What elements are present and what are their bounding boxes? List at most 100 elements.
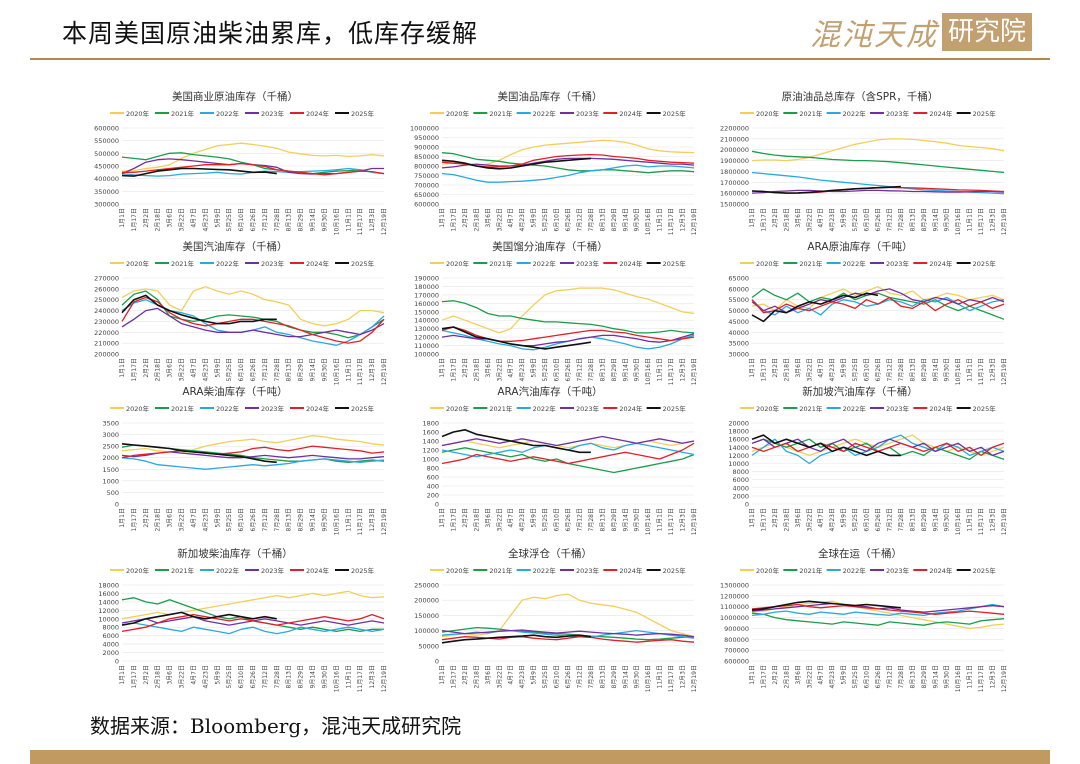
header-divider bbox=[30, 58, 1050, 60]
x-tick-label: 5月9日 bbox=[531, 358, 538, 378]
legend-label: 2020年 bbox=[756, 404, 780, 413]
x-tick-label: 2月2日 bbox=[143, 358, 150, 378]
x-tick-label: 5月9日 bbox=[531, 208, 538, 228]
x-tick-label: 2月2日 bbox=[772, 358, 779, 378]
x-tick-label: 11月1日 bbox=[657, 665, 664, 688]
y-tick-label: 16000 bbox=[98, 590, 119, 598]
y-tick-label: 1300000 bbox=[720, 582, 749, 590]
legend-label: 2020年 bbox=[446, 109, 470, 118]
x-tick-label: 4月23日 bbox=[519, 358, 526, 381]
x-tick-label: 11月1日 bbox=[967, 665, 974, 688]
x-tick-label: 6月26日 bbox=[565, 665, 572, 688]
y-tick-label: 600000 bbox=[724, 658, 749, 666]
y-tick-label: 200000 bbox=[94, 351, 119, 359]
series-line bbox=[441, 287, 695, 334]
x-tick-label: 9月30日 bbox=[634, 508, 641, 531]
x-tick-label: 4月7日 bbox=[508, 358, 515, 378]
x-tick-label: 9月14日 bbox=[310, 508, 317, 531]
y-tick-label: 2000 bbox=[102, 649, 119, 657]
y-tick-label: 35000 bbox=[728, 340, 749, 348]
legend-label: 2022年 bbox=[843, 259, 867, 268]
series-line bbox=[751, 150, 1005, 174]
x-tick-label: 10月16日 bbox=[645, 508, 652, 535]
y-tick-label: 12000 bbox=[728, 452, 749, 460]
series-line bbox=[121, 622, 385, 635]
x-tick-label: 2月2日 bbox=[143, 508, 150, 528]
x-tick-label: 1月1日 bbox=[749, 665, 756, 685]
x-tick-label: 2月18日 bbox=[783, 508, 790, 531]
x-tick-label: 3月6日 bbox=[485, 208, 492, 228]
legend-label: 2021年 bbox=[489, 566, 513, 575]
x-tick-label: 3月22日 bbox=[806, 358, 813, 381]
legend-label: 2022年 bbox=[533, 109, 557, 118]
x-tick-label: 6月10日 bbox=[864, 508, 871, 531]
y-tick-label: 850000 bbox=[414, 153, 439, 161]
x-tick-label: 11月17日 bbox=[668, 358, 675, 385]
legend-label: 2023年 bbox=[886, 404, 910, 413]
legend-label: 2020年 bbox=[126, 566, 150, 575]
legend-label: 2022年 bbox=[216, 109, 240, 118]
y-tick-label: 0 bbox=[435, 658, 439, 666]
x-tick-label: 1月1日 bbox=[119, 208, 126, 228]
x-tick-label: 2月18日 bbox=[473, 508, 480, 531]
x-tick-label: 11月17日 bbox=[668, 208, 675, 235]
y-tick-label: 210000 bbox=[94, 340, 119, 348]
y-tick-label: 2200000 bbox=[720, 125, 749, 133]
y-tick-label: 800000 bbox=[724, 636, 749, 644]
legend-label: 2025年 bbox=[663, 109, 687, 118]
chart-title: ARA汽油库存（千吨） bbox=[497, 385, 602, 398]
y-tick-label: 1000000 bbox=[720, 614, 749, 622]
x-tick-label: 3月6日 bbox=[167, 208, 174, 228]
x-tick-label: 3月22日 bbox=[496, 665, 503, 688]
x-tick-label: 6月10日 bbox=[238, 208, 245, 231]
x-tick-label: 10月16日 bbox=[333, 665, 340, 692]
x-tick-label: 6月10日 bbox=[864, 208, 871, 231]
series-line bbox=[121, 307, 385, 338]
page-title: 本周美国原油柴油累库，低库存缓解 bbox=[62, 19, 479, 48]
x-tick-label: 11月17日 bbox=[978, 665, 985, 692]
chart-title: 全球在运（千桶） bbox=[818, 547, 902, 560]
chart-panel: ARA原油库存（千吨） 2020年 2021年 2022年 2023年 2024年 2025… bbox=[728, 240, 1008, 385]
y-tick-label: 1000 bbox=[422, 456, 439, 464]
x-tick-label: 7月28日 bbox=[898, 508, 905, 531]
series-line bbox=[441, 593, 695, 638]
x-tick-label: 12月19日 bbox=[1001, 665, 1008, 692]
series-line bbox=[121, 167, 277, 177]
x-tick-label: 3月22日 bbox=[179, 208, 186, 231]
x-tick-label: 3月22日 bbox=[496, 508, 503, 531]
x-tick-label: 2月18日 bbox=[155, 665, 162, 688]
chart-title: 新加坡柴油库存（千桶） bbox=[177, 547, 293, 560]
x-tick-label: 5月25日 bbox=[226, 665, 233, 688]
x-tick-label: 4月23日 bbox=[202, 665, 209, 688]
legend-label: 2020年 bbox=[756, 566, 780, 575]
x-tick-label: 4月23日 bbox=[202, 208, 209, 231]
x-tick-label: 6月26日 bbox=[565, 358, 572, 381]
x-tick-label: 3月6日 bbox=[167, 358, 174, 378]
series-line bbox=[751, 603, 1005, 617]
y-tick-label: 3000 bbox=[102, 431, 119, 439]
legend-label: 2021年 bbox=[489, 404, 513, 413]
x-tick-label: 6月26日 bbox=[250, 508, 257, 531]
series-line bbox=[122, 162, 385, 176]
series-line bbox=[441, 634, 592, 644]
legend-label: 2025年 bbox=[973, 109, 997, 118]
y-tick-label: 120000 bbox=[414, 334, 439, 342]
y-tick-label: 200000 bbox=[414, 597, 439, 605]
legend-label: 2023年 bbox=[576, 109, 600, 118]
chart-title: ARA原油库存（千吨） bbox=[807, 240, 912, 253]
series-line bbox=[441, 435, 695, 447]
y-tick-label: 950000 bbox=[414, 134, 439, 142]
series-line bbox=[121, 435, 385, 454]
x-tick-label: 1月1日 bbox=[439, 358, 446, 378]
series-line bbox=[121, 611, 277, 626]
y-tick-label: 2000 bbox=[102, 454, 119, 462]
x-tick-label: 8月13日 bbox=[286, 358, 293, 381]
y-tick-label: 18000 bbox=[728, 428, 749, 436]
legend-label: 2024年 bbox=[929, 109, 953, 118]
x-tick-label: 4月23日 bbox=[829, 358, 836, 381]
x-tick-label: 4月7日 bbox=[190, 358, 197, 378]
x-tick-label: 11月1日 bbox=[967, 208, 974, 231]
legend-label: 2021年 bbox=[799, 404, 823, 413]
x-tick-label: 9月14日 bbox=[310, 208, 317, 231]
